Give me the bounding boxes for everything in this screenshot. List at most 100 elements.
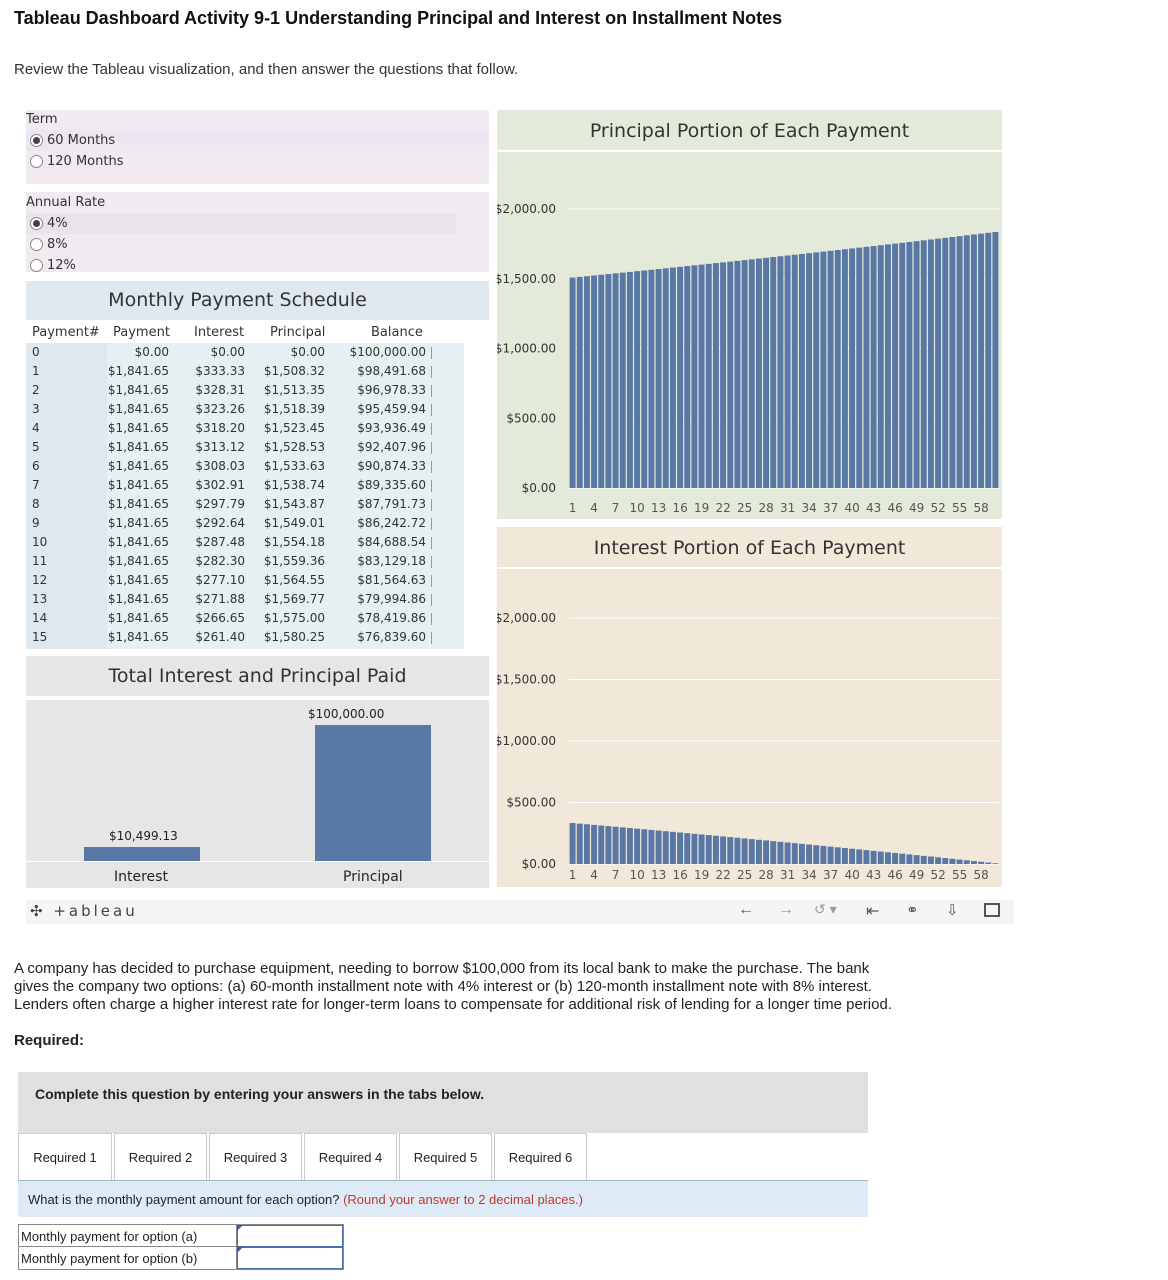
- payment-bar[interactable]: [612, 273, 619, 488]
- payment-bar[interactable]: [820, 845, 827, 864]
- payment-bar[interactable]: [598, 825, 605, 864]
- payment-bar[interactable]: [612, 826, 619, 864]
- undo-icon[interactable]: ←: [738, 901, 754, 918]
- payment-bar[interactable]: [720, 836, 727, 864]
- rate-option-8[interactable]: 8%: [30, 237, 68, 252]
- payment-bar[interactable]: [770, 257, 777, 488]
- payment-bar[interactable]: [985, 232, 992, 488]
- payment-bar[interactable]: [906, 854, 913, 864]
- payment-bar[interactable]: [662, 831, 669, 864]
- payment-bar[interactable]: [920, 855, 927, 864]
- payment-bar[interactable]: [634, 828, 641, 864]
- tab-required-3[interactable]: Required 3: [209, 1133, 302, 1181]
- payment-bar[interactable]: [877, 851, 884, 864]
- payment-bar[interactable]: [634, 271, 641, 488]
- payment-bar[interactable]: [727, 837, 734, 864]
- payment-bar[interactable]: [698, 264, 705, 488]
- payment-bar[interactable]: [748, 839, 755, 864]
- payment-bar[interactable]: [849, 848, 856, 864]
- principal-total-bar[interactable]: [315, 725, 431, 861]
- payment-bar[interactable]: [813, 252, 820, 488]
- payment-bar[interactable]: [978, 233, 985, 488]
- payment-bar[interactable]: [956, 236, 963, 488]
- payment-bar[interactable]: [906, 241, 913, 488]
- payment-bar[interactable]: [791, 254, 798, 488]
- tab-required-2[interactable]: Required 2: [114, 1133, 207, 1181]
- payment-bar[interactable]: [712, 263, 719, 488]
- payment-bar[interactable]: [763, 257, 770, 488]
- payment-bar[interactable]: [734, 260, 741, 488]
- payment-bar[interactable]: [684, 266, 691, 488]
- payment-bar[interactable]: [813, 845, 820, 864]
- payment-bar[interactable]: [741, 260, 748, 488]
- payment-bar[interactable]: [899, 853, 906, 864]
- payment-bar[interactable]: [583, 276, 590, 488]
- payment-bar[interactable]: [899, 242, 906, 488]
- payment-bar[interactable]: [798, 843, 805, 864]
- payment-bar[interactable]: [935, 238, 942, 488]
- payment-bar[interactable]: [856, 247, 863, 488]
- payment-bar[interactable]: [770, 841, 777, 864]
- payment-bar[interactable]: [942, 858, 949, 864]
- payment-bar[interactable]: [677, 832, 684, 864]
- payment-bar[interactable]: [892, 243, 899, 488]
- payment-bar[interactable]: [992, 231, 999, 488]
- payment-bar[interactable]: [827, 250, 834, 488]
- payment-bar[interactable]: [741, 838, 748, 864]
- term-option-120[interactable]: 120 Months: [30, 154, 123, 169]
- payment-bar[interactable]: [648, 829, 655, 864]
- tab-required-4[interactable]: Required 4: [304, 1133, 397, 1181]
- tab-required-5[interactable]: Required 5: [399, 1133, 492, 1181]
- payment-bar[interactable]: [734, 837, 741, 864]
- payment-bar[interactable]: [784, 842, 791, 864]
- payment-bar[interactable]: [641, 270, 648, 488]
- payment-bar[interactable]: [870, 246, 877, 488]
- payment-bar[interactable]: [698, 834, 705, 864]
- payment-bar[interactable]: [856, 849, 863, 864]
- payment-bar[interactable]: [691, 265, 698, 488]
- payment-bar[interactable]: [992, 863, 999, 864]
- payment-bar[interactable]: [648, 269, 655, 488]
- payment-bar[interactable]: [748, 259, 755, 488]
- payment-bar[interactable]: [727, 261, 734, 488]
- payment-bar[interactable]: [655, 830, 662, 864]
- payment-bar[interactable]: [598, 274, 605, 488]
- payment-bar[interactable]: [605, 826, 612, 864]
- payment-bar[interactable]: [576, 276, 583, 488]
- payment-bar[interactable]: [834, 847, 841, 864]
- payment-bar[interactable]: [655, 269, 662, 488]
- payment-bar[interactable]: [619, 827, 626, 864]
- payment-bar[interactable]: [949, 858, 956, 864]
- payment-bar[interactable]: [920, 240, 927, 488]
- payment-bar[interactable]: [641, 829, 648, 864]
- interest-total-bar[interactable]: [84, 847, 200, 861]
- payment-bar[interactable]: [777, 841, 784, 864]
- payment-bar[interactable]: [827, 846, 834, 864]
- payment-bar[interactable]: [978, 861, 985, 864]
- payment-bar[interactable]: [806, 253, 813, 488]
- payment-bar[interactable]: [820, 251, 827, 488]
- payment-bar[interactable]: [863, 850, 870, 864]
- payment-bar[interactable]: [684, 833, 691, 864]
- payment-bar[interactable]: [970, 861, 977, 864]
- payment-bar[interactable]: [863, 246, 870, 488]
- payment-bar[interactable]: [583, 824, 590, 864]
- payment-bar[interactable]: [755, 258, 762, 488]
- payment-bar[interactable]: [605, 274, 612, 488]
- payment-bar[interactable]: [942, 237, 949, 488]
- payment-bar[interactable]: [591, 824, 598, 864]
- tab-required-1[interactable]: Required 1: [18, 1133, 112, 1181]
- payment-bar[interactable]: [569, 277, 576, 488]
- rate-option-12[interactable]: 12%: [30, 258, 76, 273]
- tab-required-6[interactable]: Required 6: [494, 1133, 587, 1181]
- payment-bar[interactable]: [870, 850, 877, 864]
- payment-bar[interactable]: [691, 833, 698, 864]
- payment-bar[interactable]: [712, 835, 719, 864]
- payment-bar[interactable]: [755, 839, 762, 864]
- rate-option-4[interactable]: 4%: [30, 216, 68, 231]
- payment-bar[interactable]: [935, 857, 942, 864]
- payment-bar[interactable]: [985, 862, 992, 864]
- payment-bar[interactable]: [626, 271, 633, 488]
- payment-bar[interactable]: [884, 244, 891, 488]
- answer-a-input[interactable]: [237, 1225, 343, 1247]
